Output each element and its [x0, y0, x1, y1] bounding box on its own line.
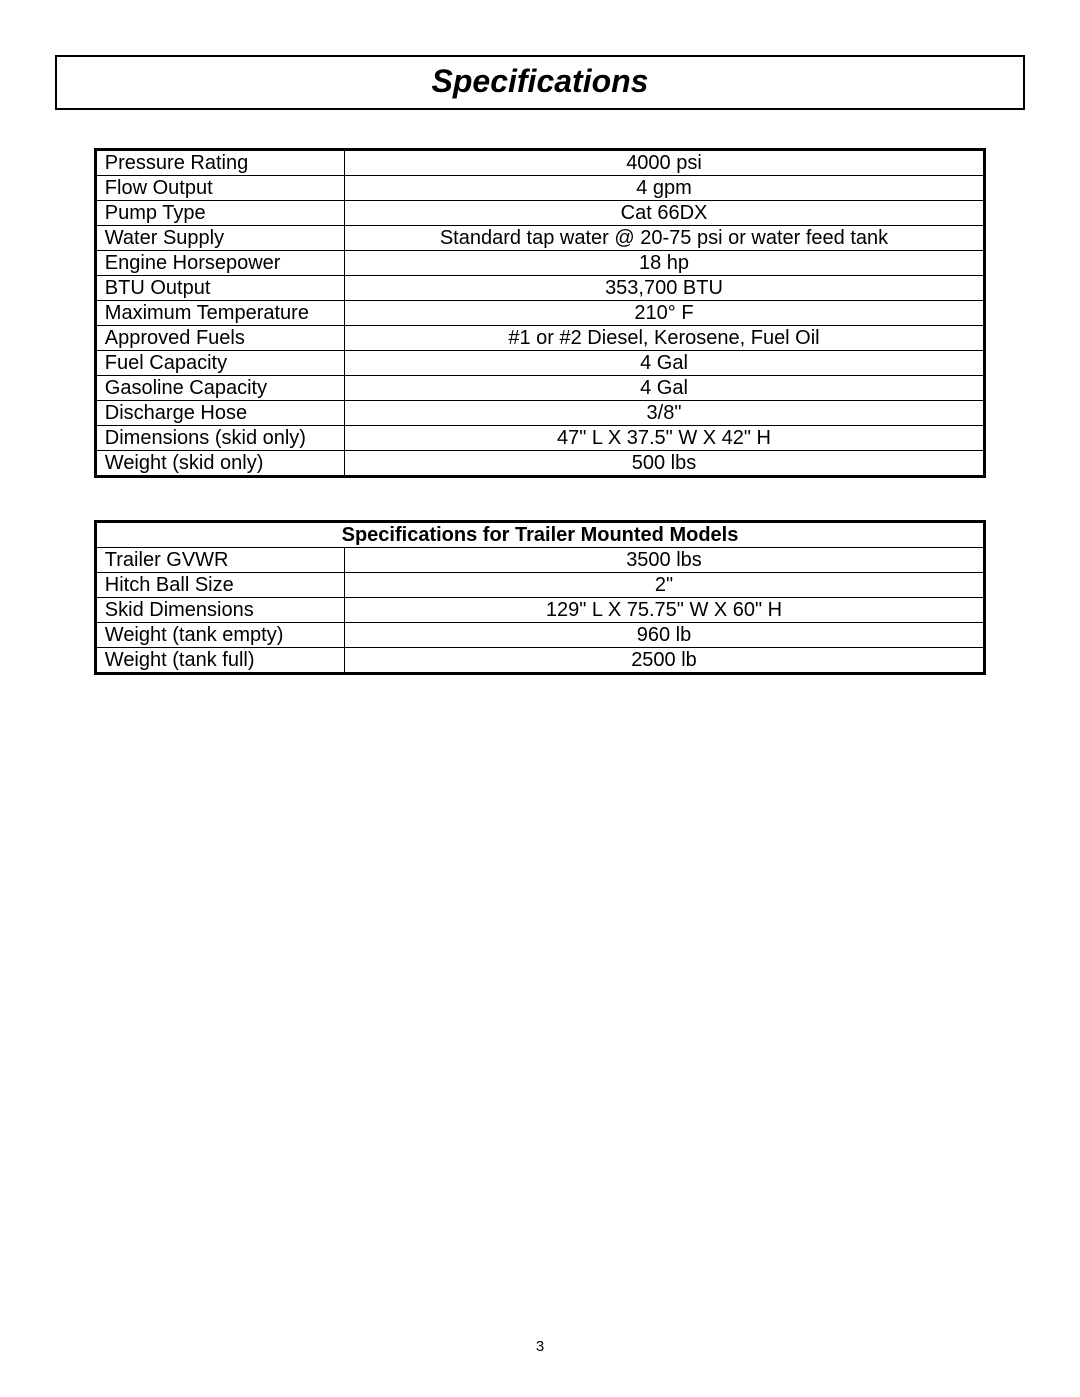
table-row: Discharge Hose3/8"	[95, 401, 984, 426]
table-row: Weight (tank empty)960 lb	[95, 623, 984, 648]
table-row: Hitch Ball Size2"	[95, 573, 984, 598]
spec-label: Approved Fuels	[95, 326, 344, 351]
spec-label: Weight (tank empty)	[95, 623, 344, 648]
table-row: Water SupplyStandard tap water @ 20-75 p…	[95, 226, 984, 251]
spec-label: Pump Type	[95, 201, 344, 226]
table-row: Gasoline Capacity4 Gal	[95, 376, 984, 401]
spec-value: 3500 lbs	[344, 548, 984, 573]
table-row: Fuel Capacity4 Gal	[95, 351, 984, 376]
page-title: Specifications	[57, 63, 1023, 100]
table-row: Flow Output4 gpm	[95, 176, 984, 201]
spec-value: 47" L X 37.5" W X 42" H	[344, 426, 984, 451]
page-number: 3	[0, 1338, 1080, 1355]
spec-value: 500 lbs	[344, 451, 984, 477]
spec-label: Gasoline Capacity	[95, 376, 344, 401]
table-row: BTU Output353,700 BTU	[95, 276, 984, 301]
spec-value: 3/8"	[344, 401, 984, 426]
table-row: Approved Fuels#1 or #2 Diesel, Kerosene,…	[95, 326, 984, 351]
table-row: Pump TypeCat 66DX	[95, 201, 984, 226]
table-row: Skid Dimensions129" L X 75.75" W X 60" H	[95, 598, 984, 623]
spec-value: 2500 lb	[344, 648, 984, 674]
spec-label: Engine Horsepower	[95, 251, 344, 276]
spec-value: 18 hp	[344, 251, 984, 276]
spec-label: Trailer GVWR	[95, 548, 344, 573]
main-specs-table: Pressure Rating4000 psi Flow Output4 gpm…	[94, 148, 986, 478]
spec-label: Fuel Capacity	[95, 351, 344, 376]
spec-value: Cat 66DX	[344, 201, 984, 226]
spec-value: 353,700 BTU	[344, 276, 984, 301]
spec-value: 4 Gal	[344, 351, 984, 376]
spec-label: Hitch Ball Size	[95, 573, 344, 598]
table-row: Trailer GVWR3500 lbs	[95, 548, 984, 573]
spec-value: 210° F	[344, 301, 984, 326]
spec-value: 2"	[344, 573, 984, 598]
spec-label: Weight (tank full)	[95, 648, 344, 674]
spec-value: 4 Gal	[344, 376, 984, 401]
spec-value: Standard tap water @ 20-75 psi or water …	[344, 226, 984, 251]
table-row: Weight (skid only)500 lbs	[95, 451, 984, 477]
spec-value: 129" L X 75.75" W X 60" H	[344, 598, 984, 623]
trailer-specs-header: Specifications for Trailer Mounted Model…	[95, 522, 984, 548]
spec-label: BTU Output	[95, 276, 344, 301]
spec-value: #1 or #2 Diesel, Kerosene, Fuel Oil	[344, 326, 984, 351]
table-row: Engine Horsepower18 hp	[95, 251, 984, 276]
spec-label: Pressure Rating	[95, 150, 344, 176]
table-row: Pressure Rating4000 psi	[95, 150, 984, 176]
spec-label: Skid Dimensions	[95, 598, 344, 623]
spec-label: Dimensions (skid only)	[95, 426, 344, 451]
table-row: Weight (tank full)2500 lb	[95, 648, 984, 674]
spec-label: Maximum Temperature	[95, 301, 344, 326]
table-row: Dimensions (skid only)47" L X 37.5" W X …	[95, 426, 984, 451]
spec-value: 4000 psi	[344, 150, 984, 176]
spec-value: 960 lb	[344, 623, 984, 648]
spec-label: Flow Output	[95, 176, 344, 201]
table-header-row: Specifications for Trailer Mounted Model…	[95, 522, 984, 548]
table-row: Maximum Temperature210° F	[95, 301, 984, 326]
page-container: Specifications Pressure Rating4000 psi F…	[0, 0, 1080, 675]
spec-value: 4 gpm	[344, 176, 984, 201]
spec-label: Discharge Hose	[95, 401, 344, 426]
title-box: Specifications	[55, 55, 1025, 110]
spec-label: Weight (skid only)	[95, 451, 344, 477]
spec-label: Water Supply	[95, 226, 344, 251]
trailer-specs-table: Specifications for Trailer Mounted Model…	[94, 520, 986, 675]
